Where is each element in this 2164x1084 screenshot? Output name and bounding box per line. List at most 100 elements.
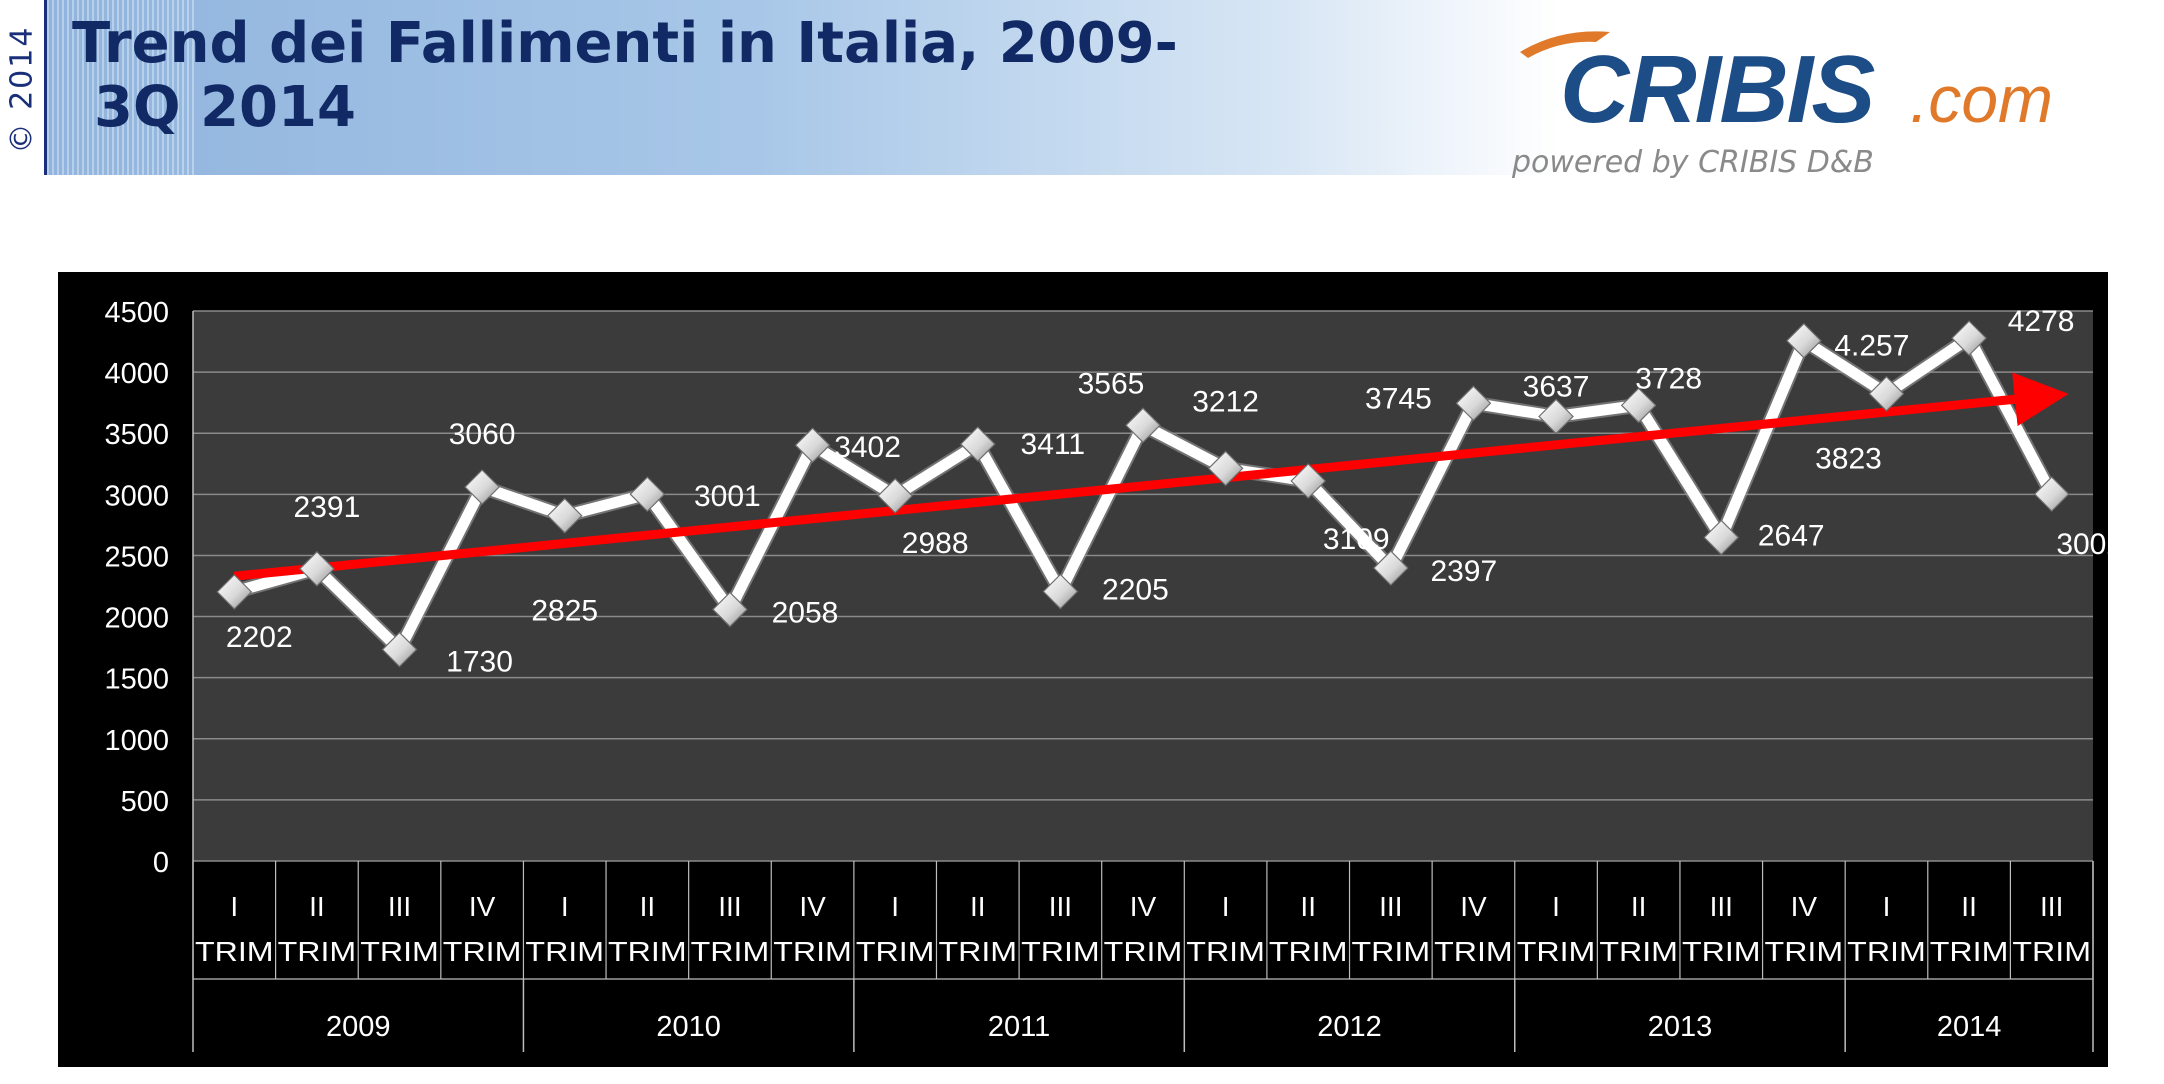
quarter-label: IV — [1791, 891, 1818, 922]
data-point — [299, 550, 335, 587]
quarter-label: IV — [469, 891, 496, 922]
data-point — [1372, 550, 1409, 586]
quarter-label: III — [1379, 891, 1402, 922]
trim-label: TRIM — [938, 936, 1017, 967]
data-label: 3109 — [1323, 523, 1390, 556]
trim-label: TRIM — [195, 936, 274, 967]
y-tick-label: 3000 — [104, 480, 169, 512]
cribis-logo: CRIBIS .com powered by CRIBIS D&B — [1511, 31, 2053, 180]
trim-label: TRIM — [1765, 936, 1844, 967]
y-tick-label: 0 — [153, 847, 169, 879]
title-line-1: Trend dei Fallimenti in Italia, 2009- — [72, 11, 1178, 76]
y-tick-label: 2500 — [104, 541, 169, 573]
data-label: 3745 — [1365, 382, 1432, 415]
trim-label: TRIM — [1104, 936, 1183, 967]
quarter-label: IV — [1130, 891, 1157, 922]
logo-brand: CRIBIS — [1560, 36, 1875, 143]
data-label: 3402 — [834, 431, 901, 464]
quarter-label: I — [561, 891, 569, 922]
quarter-label: III — [2040, 891, 2063, 922]
data-label: 1730 — [446, 646, 513, 679]
trim-label: TRIM — [525, 936, 604, 967]
trim-label: TRIM — [773, 936, 852, 967]
quarter-label: I — [1883, 891, 1891, 922]
data-point — [1786, 322, 1822, 359]
data-label: 3060 — [449, 418, 516, 451]
trim-label: TRIM — [1269, 936, 1348, 967]
bankruptcy-trend-chart: 0 500 1000 1500 2000 2500 3000 3500 4000 4500 I TRI… — [104, 297, 2108, 1052]
trim-label: TRIM — [1599, 936, 1678, 967]
year-label: 2009 — [326, 1011, 391, 1043]
data-label: 3728 — [1635, 362, 1702, 395]
data-point — [1703, 519, 1740, 556]
trim-label: TRIM — [360, 936, 439, 967]
quarter-label: IV — [1460, 891, 1487, 922]
trend-arrow — [233, 372, 2069, 581]
y-tick-label: 1500 — [104, 664, 169, 696]
page-title: Trend dei Fallimenti in Italia, 2009- 3Q… — [72, 12, 1178, 140]
trim-label: TRIM — [1434, 936, 1513, 967]
data-point — [1125, 407, 1161, 444]
data-label: 3823 — [1815, 443, 1882, 476]
quarter-label: II — [309, 891, 325, 922]
quarter-label: IV — [799, 891, 826, 922]
data-point — [464, 469, 500, 505]
quarter-label: III — [718, 891, 741, 922]
data-label: 2205 — [1102, 574, 1169, 607]
quarter-label: II — [1631, 891, 1647, 922]
y-tick-label: 1000 — [104, 725, 169, 757]
y-tick-label: 2000 — [104, 603, 169, 635]
data-point — [216, 574, 253, 610]
data-label: 2397 — [1430, 555, 1497, 588]
y-tick-label: 4500 — [104, 297, 169, 329]
chart-container: 0 500 1000 1500 2000 2500 3000 3500 4000 4500 I TRI… — [58, 272, 2108, 1067]
data-point — [959, 426, 996, 462]
y-tick-label: 500 — [121, 786, 169, 818]
data-point — [877, 477, 914, 514]
data-label: 3212 — [1192, 385, 1259, 418]
logo-suffix: .com — [1910, 62, 2053, 136]
data-point — [1455, 385, 1492, 422]
data-point — [1042, 573, 1079, 610]
trim-label: TRIM — [2012, 936, 2091, 967]
quarter-label: II — [1300, 891, 1316, 922]
quarter-label: I — [230, 891, 238, 922]
quarter-label: II — [640, 891, 656, 922]
trim-label: TRIM — [1682, 936, 1761, 967]
y-tick-label: 4000 — [104, 358, 169, 390]
quarter-label: II — [1961, 891, 1977, 922]
logo-swoosh-icon — [1520, 31, 1610, 58]
trim-label: TRIM — [608, 936, 687, 967]
trim-label: TRIM — [278, 936, 357, 967]
data-point — [712, 591, 748, 628]
data-point — [381, 631, 418, 668]
quarter-label: I — [891, 891, 899, 922]
trim-label: TRIM — [1021, 936, 1100, 967]
data-point — [1951, 320, 1987, 356]
data-label: 2988 — [902, 527, 969, 560]
trim-label: TRIM — [856, 936, 935, 967]
trim-label: TRIM — [1517, 936, 1596, 967]
data-point — [794, 427, 831, 464]
trim-label: TRIM — [1186, 936, 1265, 967]
quarter-label: III — [1049, 891, 1072, 922]
data-point — [629, 476, 666, 513]
year-label: 2010 — [656, 1011, 721, 1043]
data-label: 2825 — [531, 595, 598, 628]
data-label: 3411 — [1021, 428, 1086, 461]
data-label: 4278 — [2008, 305, 2075, 338]
trim-label: TRIM — [1847, 936, 1926, 967]
title-line-2: 3Q 2014 — [94, 75, 356, 140]
data-point — [1538, 398, 1574, 435]
trim-label: TRIM — [1352, 936, 1431, 967]
year-label: 2011 — [988, 1011, 1050, 1043]
header-stripes — [47, 0, 197, 175]
quarter-label: II — [970, 891, 986, 922]
data-label: 3001 — [694, 480, 761, 513]
data-point — [1620, 387, 1657, 424]
copyright-strip: © 2014 — [0, 0, 47, 175]
data-label: 2058 — [772, 596, 839, 629]
data-point — [546, 497, 583, 534]
data-label: 2202 — [226, 621, 293, 654]
quarter-label: III — [1710, 891, 1733, 922]
